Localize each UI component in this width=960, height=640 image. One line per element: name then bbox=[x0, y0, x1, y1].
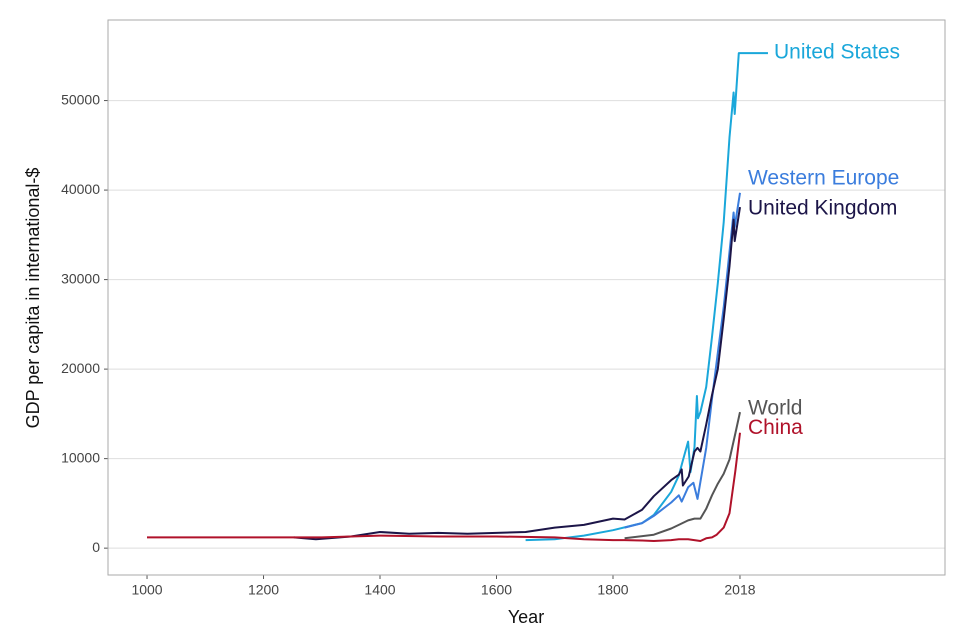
x-tick-label: 1600 bbox=[481, 582, 512, 598]
x-axis-title: Year bbox=[508, 607, 544, 627]
y-tick-label: 10000 bbox=[61, 449, 100, 465]
y-tick-label: 0 bbox=[92, 539, 100, 555]
y-axis-title: GDP per capita in international-$ bbox=[23, 168, 43, 429]
series-label: Western Europe bbox=[748, 166, 899, 189]
y-tick-label: 40000 bbox=[61, 181, 100, 197]
y-tick-label: 50000 bbox=[61, 91, 100, 107]
series-line bbox=[624, 411, 741, 540]
y-tick-label: 20000 bbox=[61, 360, 100, 376]
x-tick-label: 1000 bbox=[131, 582, 162, 598]
x-tick-label: 1400 bbox=[364, 582, 395, 598]
y-tick-label: 30000 bbox=[61, 270, 100, 286]
series-label: World bbox=[748, 397, 802, 420]
series-line bbox=[624, 192, 741, 529]
x-tick-label: 1800 bbox=[597, 582, 628, 598]
series-line bbox=[147, 432, 741, 542]
series-label: United States bbox=[774, 41, 900, 64]
series-line bbox=[525, 52, 740, 542]
x-tick-label: 1200 bbox=[248, 582, 279, 598]
plot-border bbox=[107, 19, 946, 576]
series-line bbox=[293, 206, 741, 541]
series-label: China bbox=[748, 416, 803, 439]
x-tick-label: 2018 bbox=[724, 582, 755, 598]
series-label: United Kingdom bbox=[748, 197, 897, 220]
